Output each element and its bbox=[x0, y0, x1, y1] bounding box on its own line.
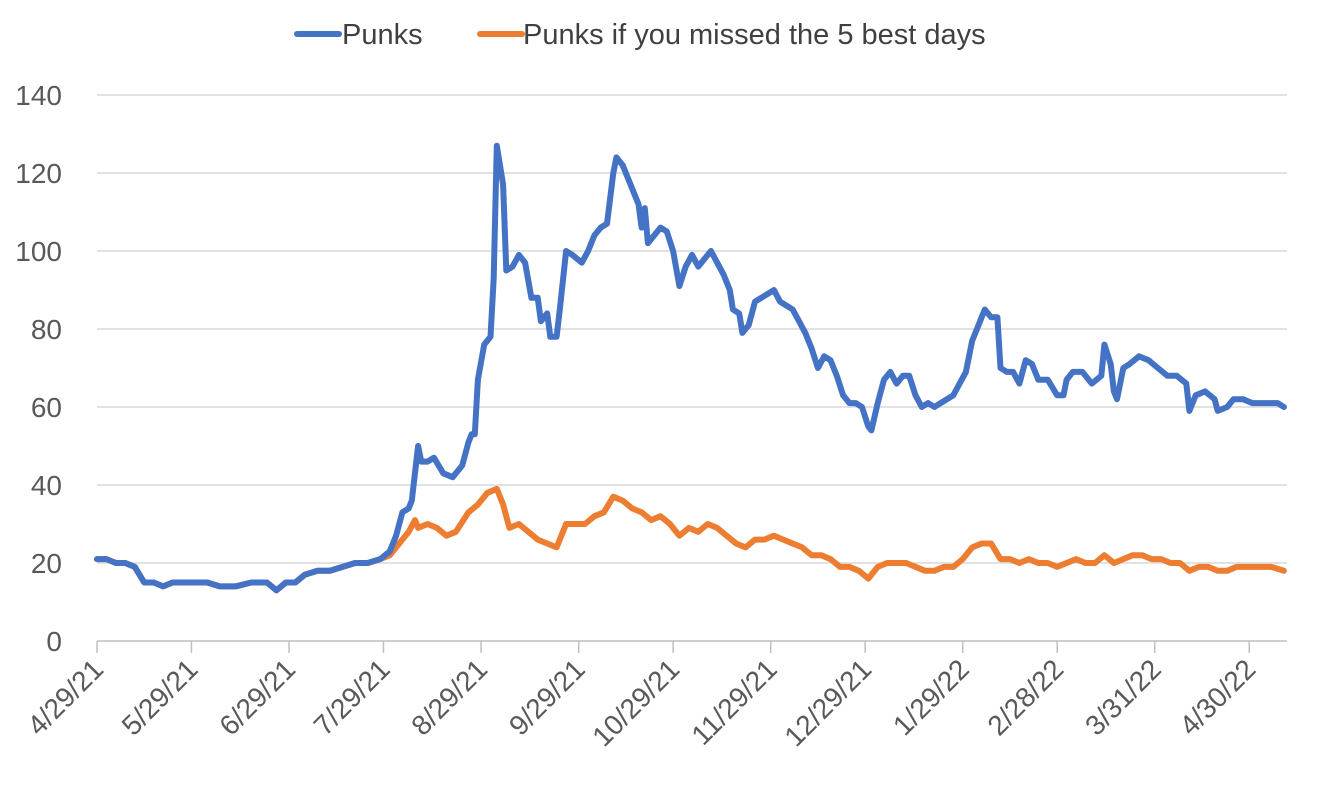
x-tick-label: 10/29/21 bbox=[586, 653, 685, 752]
x-tick-label: 6/29/21 bbox=[213, 653, 301, 741]
y-axis: 0 20 40 60 80 100 120 140 bbox=[15, 80, 62, 657]
x-tick-label: 1/29/22 bbox=[887, 653, 975, 741]
x-tick-label: 8/29/21 bbox=[405, 653, 493, 741]
y-tick-label: 100 bbox=[15, 236, 62, 267]
series-line-0 bbox=[94, 142, 1287, 594]
y-tick-label: 40 bbox=[31, 470, 62, 501]
x-tick-label: 5/29/21 bbox=[116, 653, 204, 741]
series-line-1 bbox=[94, 485, 1287, 594]
y-tick-label: 20 bbox=[31, 548, 62, 579]
y-tick-label: 0 bbox=[46, 626, 62, 657]
legend-label-1: Punks if you missed the 5 best days bbox=[523, 19, 986, 51]
y-tick-label: 60 bbox=[31, 392, 62, 423]
x-tick-label: 2/28/22 bbox=[981, 653, 1069, 741]
x-tick-label: 9/29/21 bbox=[503, 653, 591, 741]
x-tick-label: 11/29/21 bbox=[685, 653, 783, 751]
x-tick-label: 7/29/21 bbox=[308, 653, 396, 741]
y-tick-label: 80 bbox=[31, 314, 62, 345]
series-lines bbox=[94, 142, 1287, 594]
y-tick-label: 120 bbox=[15, 158, 62, 189]
gridlines bbox=[97, 94, 1287, 564]
x-tick-label: 4/29/21 bbox=[21, 653, 109, 741]
x-tick-label: 12/29/21 bbox=[778, 653, 877, 752]
x-tick-label: 4/30/22 bbox=[1173, 653, 1261, 741]
legend-label-0: Punks bbox=[342, 19, 423, 51]
x-tick-label: 3/31/22 bbox=[1079, 653, 1167, 741]
x-axis: 4/29/21 5/29/21 6/29/21 7/29/21 8/29/21 9/29/… bbox=[21, 640, 1287, 752]
y-tick-label: 140 bbox=[15, 80, 62, 111]
legend: Punks Punks if you missed the 5 best days bbox=[294, 19, 986, 51]
